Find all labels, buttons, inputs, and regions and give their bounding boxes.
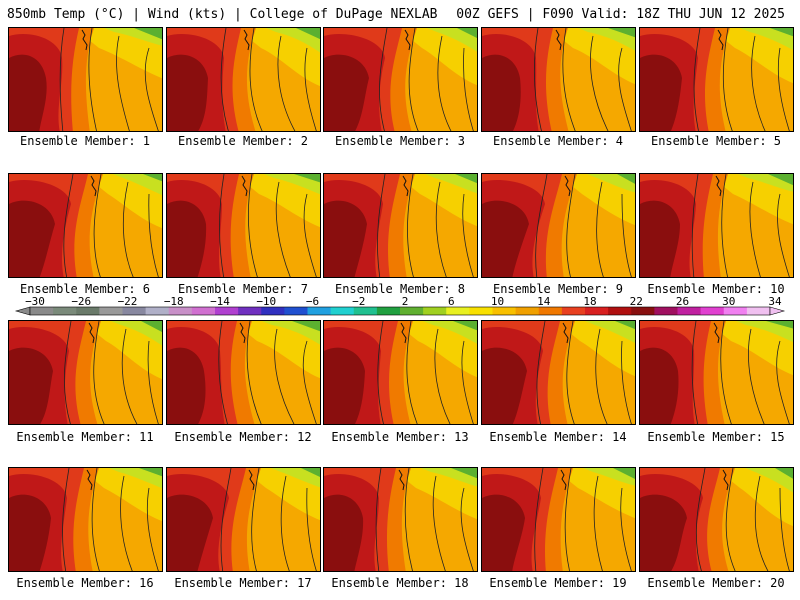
ensemble-member-label: Ensemble Member: 10 [647, 282, 785, 296]
colorbar-swatch [261, 307, 285, 315]
header-right-title: 00Z GEFS | F090 Valid: 18Z THU JUN 12 20… [456, 7, 785, 22]
ensemble-member-label: Ensemble Member: 19 [489, 576, 627, 590]
colorbar-swatch [376, 307, 401, 315]
colorbar-swatch [631, 307, 655, 315]
colorbar-swatch [492, 307, 517, 315]
colorbar-tick-label: −14 [210, 296, 230, 308]
colorbar-swatch [353, 307, 378, 315]
ensemble-member-map [323, 27, 478, 132]
colorbar-swatch [30, 307, 54, 315]
colorbar-swatch [400, 307, 424, 315]
colorbar-swatch [585, 307, 609, 315]
ensemble-member-map [481, 467, 636, 572]
ensemble-member-label: Ensemble Member: 16 [16, 576, 154, 590]
ensemble-member-map [8, 467, 163, 572]
colorbar-swatch [608, 307, 632, 315]
ensemble-member-map [166, 27, 321, 132]
ensemble-member-map [166, 320, 321, 425]
colorbar-swatch [746, 307, 771, 315]
ensemble-member-map [323, 173, 478, 278]
ensemble-member-label: Ensemble Member: 15 [647, 430, 785, 444]
ensemble-member-map [481, 320, 636, 425]
colorbar-tick-label: −26 [71, 296, 91, 308]
colorbar-swatch [723, 307, 748, 315]
ensemble-member-label: Ensemble Member: 3 [334, 134, 466, 148]
colorbar-tick-label: 14 [537, 296, 551, 308]
ensemble-member-label: Ensemble Member: 8 [334, 282, 466, 296]
colorbar-swatch [330, 307, 355, 315]
ensemble-member-map [8, 27, 163, 132]
colorbar-swatch [168, 307, 193, 315]
colorbar-swatch [284, 307, 308, 315]
colorbar-swatch [469, 307, 493, 315]
ensemble-member-label: Ensemble Member: 17 [174, 576, 312, 590]
colorbar-tick-label: −22 [118, 296, 138, 308]
header-left-title: 850mb Temp (°C) | Wind (kts) | College o… [7, 7, 438, 22]
ensemble-member-label: Ensemble Member: 13 [331, 430, 469, 444]
ensemble-member-map [166, 173, 321, 278]
ensemble-member-map [166, 467, 321, 572]
colorbar-swatch [76, 307, 100, 315]
ensemble-member-map [639, 173, 794, 278]
ensemble-member-label: Ensemble Member: 4 [492, 134, 624, 148]
colorbar-tick-label: −30 [25, 296, 45, 308]
colorbar-swatch [99, 307, 123, 315]
ensemble-member-label: Ensemble Member: 6 [19, 282, 151, 296]
colorbar-swatch [238, 307, 262, 315]
colorbar-tick-label: 10 [491, 296, 504, 308]
ensemble-member-map [639, 27, 794, 132]
ensemble-member-label: Ensemble Member: 1 [19, 134, 151, 148]
colorbar-tick-label: −10 [256, 296, 276, 308]
colorbar-swatch [515, 307, 540, 315]
colorbar-tick-label: 22 [630, 296, 643, 308]
ensemble-member-label: Ensemble Member: 20 [647, 576, 785, 590]
colorbar-tick-label: −2 [352, 296, 365, 308]
colorbar-tick-label: 26 [676, 296, 689, 308]
ensemble-member-label: Ensemble Member: 2 [177, 134, 309, 148]
ensemble-member-map [639, 467, 794, 572]
ensemble-member-map [323, 320, 478, 425]
colorbar-tick-label: 6 [448, 296, 455, 308]
colorbar-swatch [538, 307, 563, 315]
colorbar-tick-label: −6 [306, 296, 319, 308]
ensemble-member-map [639, 320, 794, 425]
ensemble-member-label: Ensemble Member: 5 [650, 134, 782, 148]
colorbar-swatch [145, 307, 170, 315]
ensemble-member-label: Ensemble Member: 12 [174, 430, 312, 444]
colorbar-swatch [191, 307, 216, 315]
colorbar-swatch [654, 307, 678, 315]
colorbar-tick-label: 30 [722, 296, 735, 308]
ensemble-member-label: Ensemble Member: 7 [177, 282, 309, 296]
ensemble-member-map [8, 173, 163, 278]
colorbar-tick-label: 2 [402, 296, 409, 308]
colorbar-tick-label: 34 [768, 296, 782, 308]
ensemble-member-label: Ensemble Member: 9 [492, 282, 624, 296]
ensemble-member-map [481, 173, 636, 278]
ensemble-member-map [481, 27, 636, 132]
ensemble-member-map [8, 320, 163, 425]
colorbar-swatch [677, 307, 702, 315]
colorbar-tick-label: −18 [164, 296, 184, 308]
colorbar-swatch [307, 307, 332, 315]
ensemble-member-label: Ensemble Member: 11 [16, 430, 154, 444]
colorbar-swatch [122, 307, 147, 315]
ensemble-member-label: Ensemble Member: 18 [331, 576, 469, 590]
ensemble-member-label: Ensemble Member: 14 [489, 430, 627, 444]
temperature-colorbar: −30−26−22−18−14−10−6−2261014182226303438… [14, 296, 786, 316]
colorbar-swatch [700, 307, 725, 315]
colorbar-swatch [446, 307, 470, 315]
colorbar-swatch [561, 307, 586, 315]
colorbar-swatch [423, 307, 447, 315]
ensemble-member-map [323, 467, 478, 572]
colorbar-swatch [53, 307, 77, 315]
colorbar-tick-label: 18 [583, 296, 596, 308]
colorbar-swatch [215, 307, 239, 315]
